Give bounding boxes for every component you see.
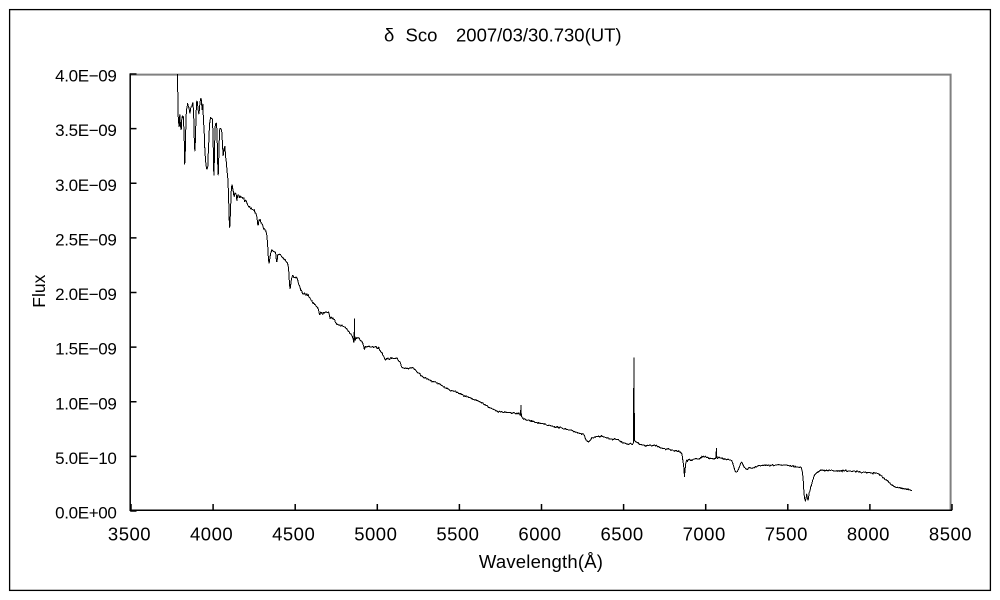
svg-text:4.0E−09: 4.0E−09 [55, 67, 116, 86]
svg-text:2007/03/30.730(UT): 2007/03/30.730(UT) [456, 24, 622, 45]
svg-text:4000: 4000 [190, 524, 233, 545]
svg-text:6500: 6500 [601, 524, 644, 545]
svg-text:3.0E−09: 3.0E−09 [55, 176, 116, 195]
svg-text:7000: 7000 [683, 524, 726, 545]
svg-text:8000: 8000 [847, 524, 890, 545]
svg-text:1.0E−09: 1.0E−09 [55, 394, 116, 413]
svg-text:1.5E−09: 1.5E−09 [55, 340, 116, 359]
svg-text:5.0E−10: 5.0E−10 [55, 449, 116, 468]
svg-text:δ: δ [384, 24, 394, 45]
svg-text:Flux: Flux [29, 274, 49, 307]
svg-text:3.5E−09: 3.5E−09 [55, 121, 116, 140]
svg-text:0.0E+00: 0.0E+00 [55, 504, 116, 523]
svg-text:7500: 7500 [765, 524, 808, 545]
svg-text:Wavelength(Å): Wavelength(Å) [479, 551, 603, 572]
svg-text:3500: 3500 [108, 524, 151, 545]
svg-text:2.0E−09: 2.0E−09 [55, 285, 116, 304]
svg-text:8500: 8500 [929, 524, 972, 545]
svg-text:5000: 5000 [354, 524, 397, 545]
svg-text:4500: 4500 [272, 524, 315, 545]
svg-text:6000: 6000 [518, 524, 561, 545]
svg-text:5500: 5500 [436, 524, 479, 545]
svg-text:2.5E−09: 2.5E−09 [55, 231, 116, 250]
svg-text:Sco: Sco [406, 24, 438, 45]
